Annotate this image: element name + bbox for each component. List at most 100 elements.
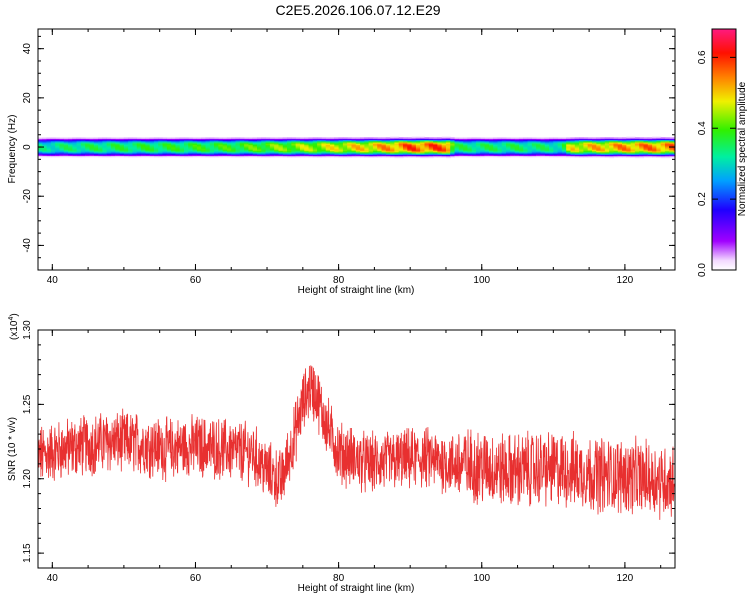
heatmap-cell (622, 155, 627, 158)
heatmap-cell (480, 139, 486, 142)
heatmap-cell (544, 138, 550, 141)
heatmap-cell (93, 148, 99, 150)
heatmap-cell (445, 154, 451, 157)
heatmap-cell (415, 155, 421, 158)
heatmap-cell (527, 149, 533, 152)
heatmap-cell (308, 137, 314, 139)
heatmap-cell (321, 140, 327, 143)
heatmap-cell (428, 150, 434, 153)
heatmap-cell (209, 137, 215, 139)
heatmap-cell (583, 155, 589, 158)
heatmap-cell (218, 143, 224, 145)
heatmap-cell (617, 144, 623, 147)
heatmap-cell (596, 143, 602, 145)
heatmap-cell (643, 144, 649, 147)
spectrogram-x-ticks: 40 60 80 100 120 (47, 29, 662, 286)
heatmap-cell (403, 151, 408, 154)
heatmap-cell (493, 150, 498, 153)
heatmap-cell (634, 142, 640, 144)
heatmap-cell (570, 148, 576, 150)
heatmap-cell (38, 154, 43, 157)
heatmap-cell (390, 153, 395, 155)
heatmap-cell (368, 151, 374, 154)
heatmap-cell (55, 148, 60, 150)
heatmap-cell (171, 139, 176, 142)
heatmap-cell (106, 137, 112, 139)
heatmap-cell (540, 151, 546, 154)
heatmap-cell (80, 148, 86, 150)
heatmap-cell (368, 150, 374, 153)
heatmap-cell (128, 151, 133, 154)
heatmap-cell (342, 145, 348, 148)
heatmap-cell (630, 142, 636, 144)
heatmap-cell (669, 147, 675, 149)
heatmap-cell (433, 153, 438, 155)
heatmap-cell (145, 144, 151, 147)
heatmap-cell (63, 150, 69, 153)
heatmap-cell (166, 148, 172, 150)
heatmap-cell (42, 137, 48, 139)
heatmap-cell (248, 150, 254, 153)
heatmap-cell (321, 143, 327, 145)
heatmap-cell (59, 137, 65, 139)
heatmap-cell (205, 145, 211, 148)
heatmap-cell (613, 139, 619, 142)
heatmap-cell (278, 148, 284, 150)
heatmap-cell (454, 154, 460, 157)
heatmap-cell (128, 142, 133, 144)
heatmap-cell (171, 154, 176, 157)
heatmap-cell (42, 155, 48, 158)
heatmap-cell (518, 142, 524, 144)
heatmap-cell (394, 144, 400, 147)
chart-title: C2E5.2026.106.07.12.E29 (275, 2, 441, 18)
heatmap-cell (591, 142, 597, 144)
heatmap-cell (579, 155, 584, 158)
heatmap-cell (411, 138, 417, 141)
heatmap-cell (239, 150, 245, 153)
heatmap-cell (622, 142, 627, 144)
heatmap-cell (480, 145, 486, 148)
heatmap-cell (269, 147, 275, 149)
heatmap-cell (257, 148, 262, 150)
heatmap-cell (407, 151, 413, 154)
heatmap-cell (445, 153, 451, 155)
heatmap-cell (656, 144, 662, 147)
heatmap-cell (278, 140, 284, 143)
heatmap-cell (411, 151, 417, 154)
heatmap-cell (587, 147, 593, 149)
heatmap-cell (445, 140, 451, 143)
heatmap-cell (364, 155, 370, 158)
heatmap-cell (604, 139, 610, 142)
heatmap-cell (235, 147, 241, 149)
heatmap-cell (184, 154, 189, 157)
heatmap-cell (162, 154, 168, 157)
heatmap-cell (613, 153, 619, 155)
heatmap-cell (59, 142, 65, 144)
heatmap-cell (664, 142, 670, 144)
heatmap-cell (308, 153, 314, 155)
heatmap-cell (123, 140, 129, 143)
heatmap-cell (351, 148, 357, 150)
heatmap-cell (501, 151, 507, 154)
heatmap-cell (626, 143, 632, 145)
heatmap-cell (136, 139, 142, 142)
heatmap-cell (128, 148, 133, 150)
heatmap-cell (501, 143, 507, 145)
heatmap-cell (591, 153, 597, 155)
heatmap-cell (553, 137, 559, 139)
heatmap-cell (617, 138, 623, 141)
heatmap-cell (85, 139, 91, 142)
heatmap-cell (149, 138, 155, 141)
heatmap-cell (600, 137, 606, 139)
heatmap-cell (600, 154, 606, 157)
heatmap-cell (248, 155, 254, 158)
heatmap-cell (437, 143, 443, 145)
heatmap-cell (192, 155, 198, 158)
heatmap-cell (647, 139, 653, 142)
heatmap-cell (613, 144, 619, 147)
heatmap-cell (184, 149, 189, 152)
heatmap-cell (265, 143, 271, 145)
heatmap-cell (89, 155, 95, 158)
heatmap-cell (394, 151, 400, 154)
heatmap-cell (664, 155, 670, 158)
